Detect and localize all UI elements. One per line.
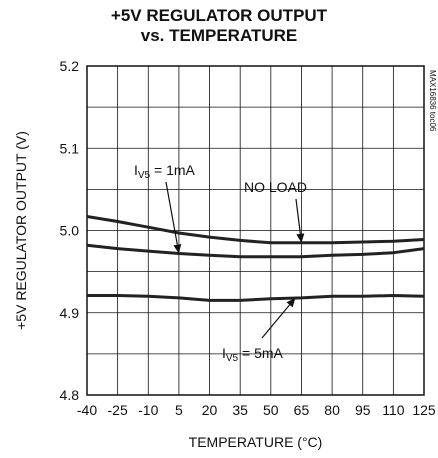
tick-labels: -40 -25 -10 5 20 35 50 65 80 95 110 125 4.8 4.9 5.0 5.1…	[60, 58, 436, 418]
x-tick-label: 50	[263, 402, 279, 418]
y-tick-label: 5.1	[60, 140, 80, 156]
series-line-3	[87, 294, 425, 302]
plot-frame	[86, 65, 425, 396]
annotation-arrow	[295, 198, 301, 234]
series-line-1	[86, 215, 425, 245]
y-axis-label: +5V REGULATOR OUTPUT (V)	[13, 131, 29, 330]
y-tick-label: 4.8	[60, 387, 80, 403]
annotation-arrow	[165, 181, 178, 245]
x-tick-label: 20	[202, 402, 218, 418]
y-tick-label: 5.2	[60, 58, 80, 74]
x-tick-label: 125	[412, 402, 436, 418]
x-tick-label: -40	[77, 402, 97, 418]
chart-title-line-1: +5V REGULATOR OUTPUT	[110, 6, 328, 25]
x-tick-label: 80	[324, 402, 340, 418]
x-tick-label: -10	[138, 402, 158, 418]
x-axis-label: TEMPERATURE (°C)	[189, 434, 323, 450]
x-tick-label: -25	[108, 402, 128, 418]
annotation-arrowhead	[173, 243, 182, 254]
x-tick-label: 35	[232, 402, 248, 418]
annotation-label: IV5 = 1mA	[134, 162, 196, 181]
x-tick-label: 5	[175, 402, 183, 418]
x-tick-label: 110	[382, 402, 405, 418]
annotation-arrow	[261, 304, 291, 339]
x-tick-label: 95	[355, 402, 371, 418]
annotation-label: NO LOAD	[244, 179, 307, 195]
annotation-label: IV5 = 5mA	[222, 345, 284, 364]
annotation-arrowhead	[286, 297, 296, 308]
x-tick-label: 65	[294, 402, 310, 418]
grid	[87, 66, 424, 395]
series-line-2	[86, 243, 425, 259]
chart-title-line-2: vs. TEMPERATURE	[140, 26, 298, 45]
y-tick-label: 5.0	[60, 223, 80, 239]
y-tick-label: 4.9	[60, 305, 80, 321]
annotation-arrowhead	[296, 233, 305, 243]
series-group	[86, 215, 425, 302]
watermark-label: MAX16836 toc06	[428, 70, 437, 132]
annotations: IV5 = 1mA NO LOAD IV5 = 5mA	[134, 162, 307, 364]
